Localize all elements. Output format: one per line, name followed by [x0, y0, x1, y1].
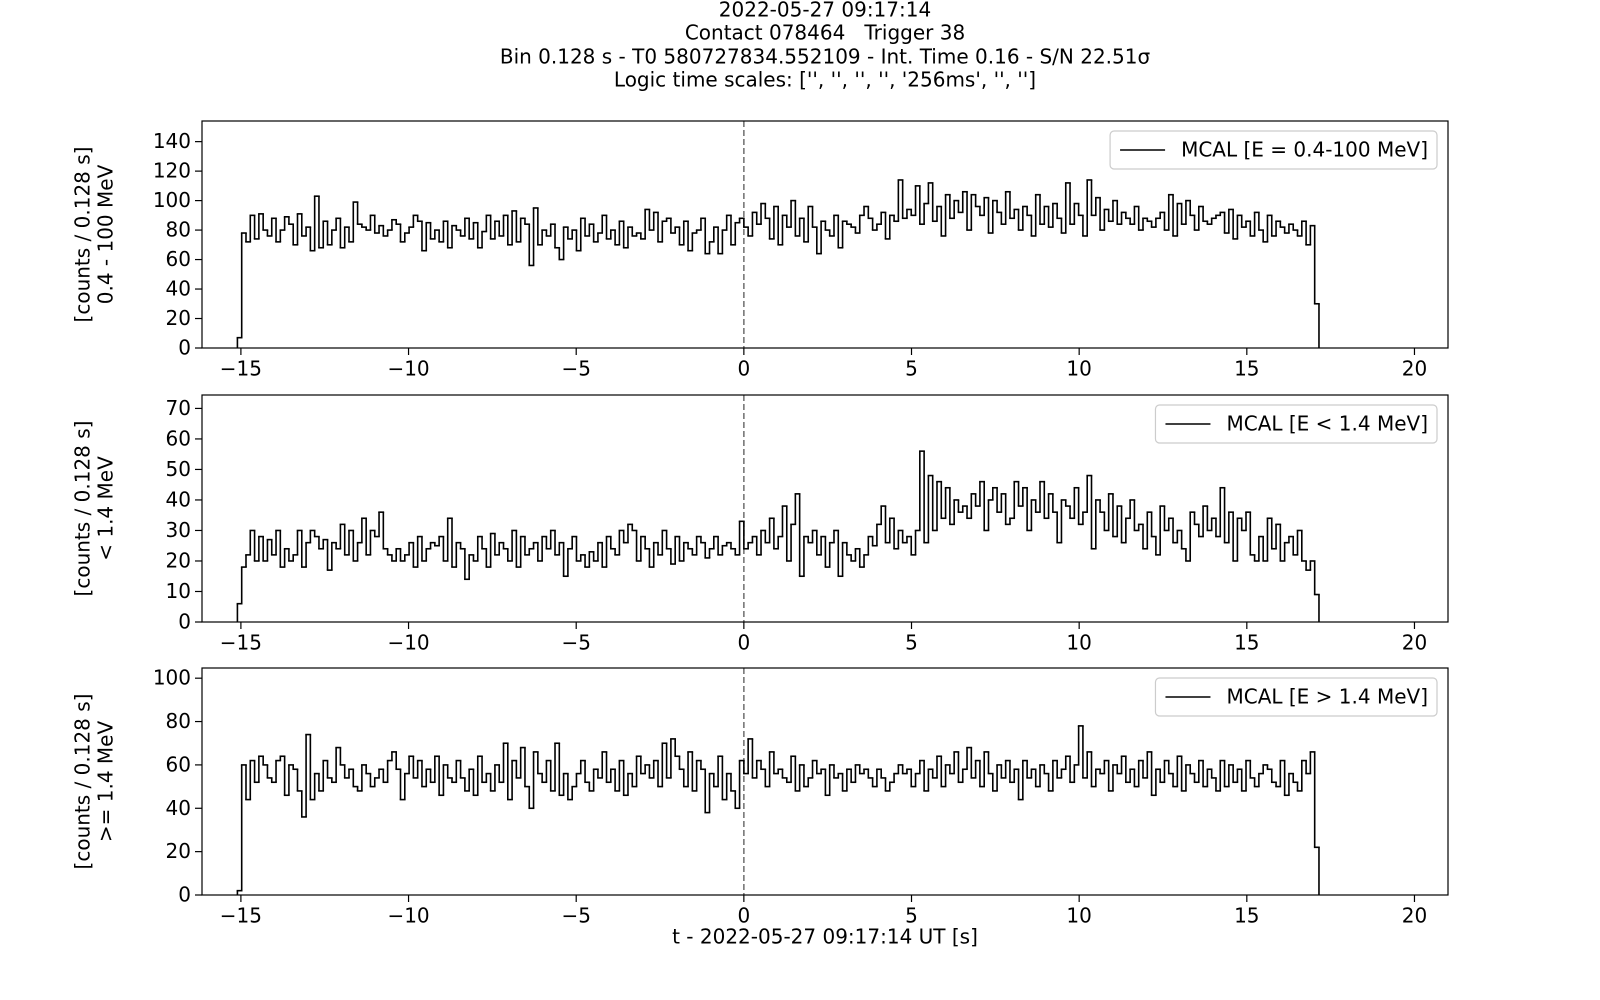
y-tick-label: 60	[166, 426, 191, 450]
legend: MCAL [E = 0.4-100 MeV]	[1109, 130, 1438, 170]
legend: MCAL [E < 1.4 MeV]	[1154, 404, 1438, 444]
y-tick-label: 20	[166, 306, 191, 330]
x-tick-label: 5	[905, 631, 918, 655]
plot-frame	[201, 120, 1449, 349]
legend-box	[1154, 404, 1438, 444]
x-tick-label: −15	[220, 357, 262, 381]
legend-box	[1154, 677, 1438, 717]
y-tick-label: 140	[153, 129, 191, 153]
y-tick-label: 100	[153, 666, 191, 690]
y-tick-label: 20	[166, 548, 191, 572]
y-tick-label: 100	[153, 188, 191, 212]
y-axis-label: [counts / 0.128 s]	[71, 694, 95, 870]
y-tick-label: 70	[166, 396, 191, 420]
y-tick-label: 120	[153, 159, 191, 183]
y-axis-label: >= 1.4 MeV	[94, 721, 118, 843]
x-tick-label: 10	[1066, 631, 1091, 655]
y-tick-label: 40	[166, 796, 191, 820]
y-tick-label: 40	[166, 487, 191, 511]
y-tick-label: 0	[178, 883, 191, 907]
histogram-series	[236, 450, 1320, 622]
legend: MCAL [E > 1.4 MeV]	[1154, 677, 1438, 717]
x-tick-label: −15	[220, 631, 262, 655]
x-tick-label: 10	[1066, 904, 1091, 928]
y-axis-label: < 1.4 MeV	[94, 456, 118, 561]
x-tick-label: 5	[905, 904, 918, 928]
x-tick-label: 0	[737, 904, 750, 928]
x-tick-label: 0	[737, 631, 750, 655]
chart-subtitle: Logic time scales: ['', '', '', '', '256…	[614, 68, 1036, 92]
y-tick-label: 50	[166, 457, 191, 481]
y-tick-label: 40	[166, 277, 191, 301]
y-axis-label: [counts / 0.128 s]	[71, 421, 95, 597]
x-axis-label: t - 2022-05-27 09:17:14 UT [s]	[672, 925, 978, 949]
legend-label: MCAL [E < 1.4 MeV]	[1226, 412, 1428, 436]
x-tick-label: −10	[387, 904, 429, 928]
chart-title: 2022-05-27 09:17:14	[719, 0, 931, 22]
y-tick-label: 20	[166, 839, 191, 863]
plot-frame	[201, 667, 1449, 896]
legend-label: MCAL [E = 0.4-100 MeV]	[1181, 138, 1428, 162]
legend-box	[1109, 130, 1438, 170]
legend-label: MCAL [E > 1.4 MeV]	[1226, 685, 1428, 709]
x-tick-label: −5	[561, 904, 590, 928]
y-tick-label: 0	[178, 336, 191, 360]
x-tick-label: 0	[737, 357, 750, 381]
x-tick-label: −10	[387, 631, 429, 655]
x-tick-label: 15	[1234, 631, 1259, 655]
y-tick-label: 30	[166, 518, 191, 542]
x-tick-label: 15	[1234, 904, 1259, 928]
x-tick-label: 10	[1066, 357, 1091, 381]
x-tick-label: 20	[1402, 904, 1427, 928]
y-tick-label: 10	[166, 579, 191, 603]
y-tick-label: 0	[178, 610, 191, 634]
y-tick-label: 80	[166, 709, 191, 733]
y-tick-label: 80	[166, 218, 191, 242]
y-axis-label: [counts / 0.128 s]	[71, 147, 95, 323]
histogram-series	[236, 725, 1320, 895]
y-axis-label: 0.4 - 100 MeV	[94, 164, 118, 304]
y-tick-label: 60	[166, 247, 191, 271]
y-tick-label: 60	[166, 752, 191, 776]
x-tick-label: 20	[1402, 631, 1427, 655]
x-tick-label: −5	[561, 357, 590, 381]
x-tick-label: 15	[1234, 357, 1259, 381]
x-tick-label: 20	[1402, 357, 1427, 381]
histogram-series	[236, 179, 1320, 348]
x-tick-label: −10	[387, 357, 429, 381]
x-tick-label: −15	[220, 904, 262, 928]
x-tick-label: −5	[561, 631, 590, 655]
x-tick-label: 5	[905, 357, 918, 381]
chart-subtitle: Bin 0.128 s - T0 580727834.552109 - Int.…	[500, 45, 1151, 69]
chart-title: Contact 078464 Trigger 38	[685, 21, 965, 45]
plot-frame	[201, 394, 1449, 623]
